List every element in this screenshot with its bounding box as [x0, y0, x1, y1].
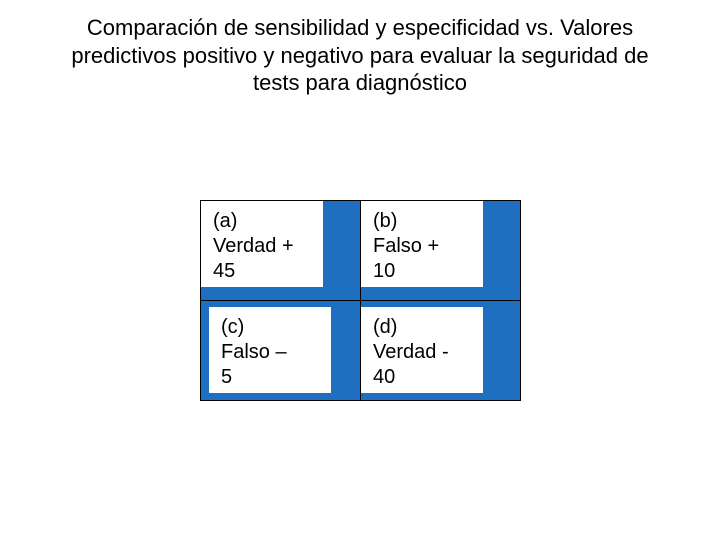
cell-b: (b) Falso + 10: [361, 201, 521, 301]
cell-d: (d) Verdad - 40: [361, 301, 521, 401]
cell-a-line-1: (a): [213, 209, 315, 234]
cell-a-box: (a) Verdad + 45: [201, 201, 323, 287]
cell-c-box: (c) Falso – 5: [209, 307, 331, 393]
cell-c-line-2: Falso –: [221, 340, 323, 365]
cell-c-line-1: (c): [221, 315, 323, 340]
cell-a-line-2: Verdad +: [213, 234, 315, 259]
cell-d-line-3: 40: [373, 365, 475, 390]
cell-d-line-1: (d): [373, 315, 475, 340]
cell-c-line-3: 5: [221, 365, 323, 390]
cell-d-box: (d) Verdad - 40: [361, 307, 483, 393]
cell-a-line-3: 45: [213, 259, 315, 284]
cell-a: (a) Verdad + 45: [201, 201, 361, 301]
cell-c: (c) Falso – 5: [201, 301, 361, 401]
slide-title: Comparación de sensibilidad y especifici…: [60, 14, 660, 97]
cell-b-line-1: (b): [373, 209, 475, 234]
confusion-matrix: (a) Verdad + 45 (b) Falso + 10 (c) Falso…: [200, 200, 521, 401]
slide: Comparación de sensibilidad y especifici…: [0, 0, 720, 540]
cell-b-line-2: Falso +: [373, 234, 475, 259]
cell-d-line-2: Verdad -: [373, 340, 475, 365]
cell-b-box: (b) Falso + 10: [361, 201, 483, 287]
table-row: (a) Verdad + 45 (b) Falso + 10: [201, 201, 521, 301]
table-row: (c) Falso – 5 (d) Verdad - 40: [201, 301, 521, 401]
cell-b-line-3: 10: [373, 259, 475, 284]
